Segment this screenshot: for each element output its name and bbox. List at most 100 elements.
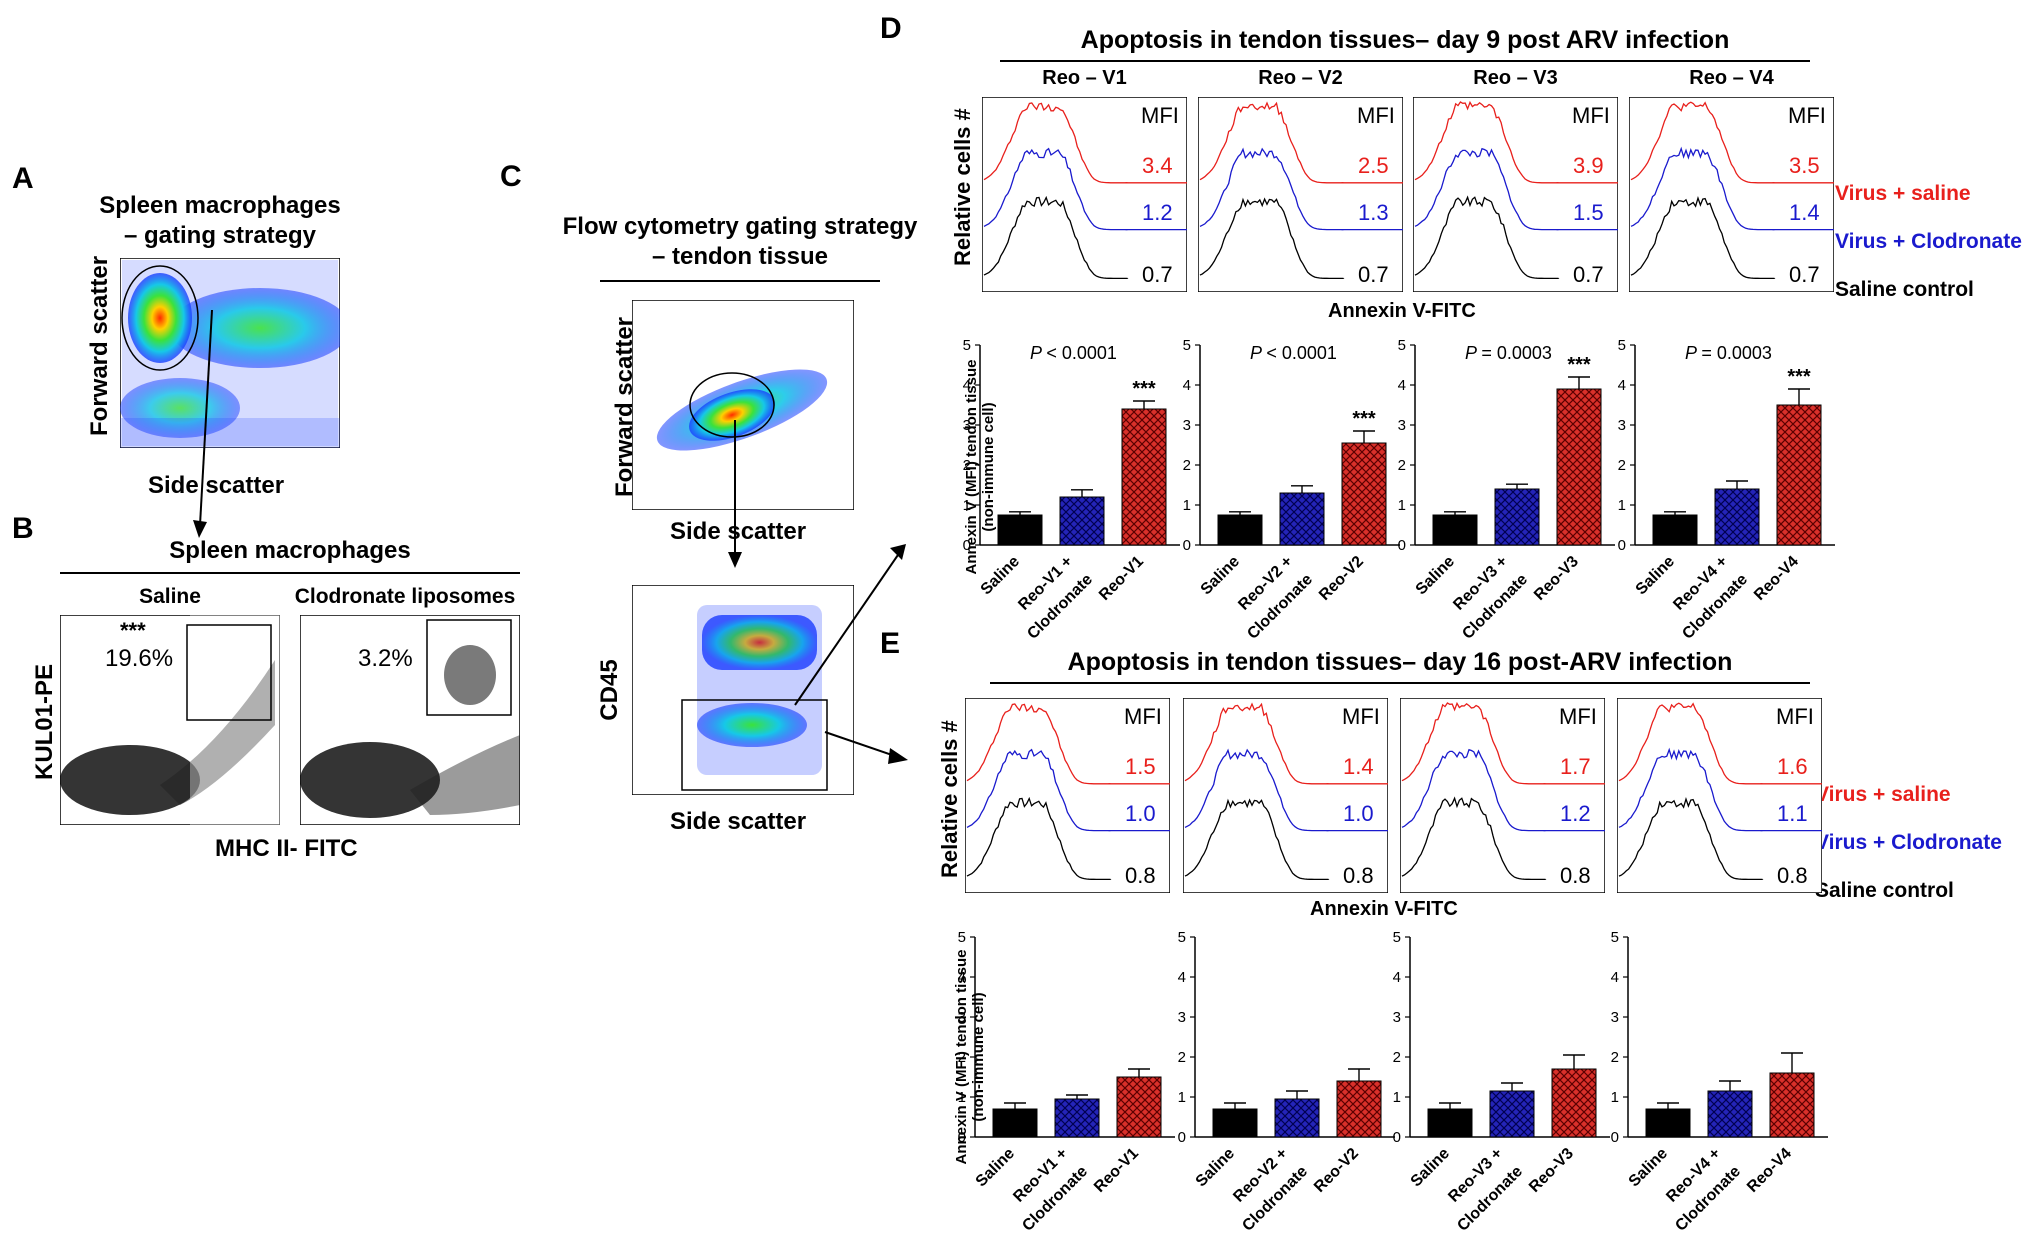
panel-d-hist-1-blue-curve (983, 147, 1128, 231)
panel-c-top-ylabel: Forward scatter (611, 316, 638, 498)
panel-e-bar-4-category-label: Reo-V4 (1744, 1145, 1796, 1197)
panel-e-legend-virus-clodronate: Virus + Clodronate (1815, 831, 2002, 854)
panel-e-hist-3-black-value: 0.8 (1560, 863, 1591, 888)
panel-e-bar-2-ytick-label: 1 (1178, 1089, 1186, 1106)
panel-e-bar-1-ytick-label: 2 (958, 1049, 966, 1066)
panel-e-bar-2-ytick-label: 4 (1178, 969, 1186, 986)
panel-d-bar-1-ytick-label: 0 (963, 537, 971, 550)
panel-e-hist-3-mfi-label: MFI (1559, 704, 1597, 729)
panel-d-hist-3-red-value: 3.9 (1573, 152, 1604, 178)
panel-e-hist-1-red-value: 1.5 (1125, 753, 1156, 779)
panel-d-legend-virus-clodronate: Virus + Clodronate (1835, 230, 2022, 253)
panel-d-bar-4-bar-1 (1652, 514, 1698, 546)
panel-e-bar-1-bar-2 (1054, 1098, 1100, 1138)
panel-e-hist-3-red-value: 1.7 (1560, 753, 1591, 779)
panel-d-bar-2-ytick-label: 2 (1183, 457, 1191, 474)
panel-d-hist-1-plot (982, 97, 1187, 292)
panel-d-bar-1-bar-2 (1059, 496, 1105, 546)
panel-d-bar-4-ytick-label: 2 (1618, 457, 1626, 474)
panel-d-hist-2-mfi-label: MFI (1357, 103, 1395, 128)
panel-d-bar-3-ytick-label: 5 (1398, 340, 1406, 354)
panel-e-bar-4-bar-2 (1707, 1090, 1753, 1138)
panel-d-bar-3-bar-2 (1494, 488, 1540, 546)
panel-c-bottom-ylabel: CD45 (596, 659, 623, 721)
panel-e-hist-xlabel: Annexin V-FITC (1310, 898, 1458, 920)
panel-d-hist-3-mfi-label: MFI (1572, 103, 1610, 128)
panel-e-hist-2-mfi-label: MFI (1342, 704, 1380, 729)
panel-d-hist-ylabel: Relative cells # (950, 108, 975, 266)
panel-e-hist-4-blue-curve (1618, 747, 1763, 832)
panel-d-bar-4-chart: 0 1 2 3 4 5 *** P = 0.0003 (1618, 340, 1835, 550)
panel-e-hist-2-black-curve (1184, 798, 1330, 881)
panel-d-hist-2-blue-curve (1199, 147, 1344, 231)
panel-d-bar-1-chart: 0 1 2 3 4 5 *** P < 0.0001 (963, 340, 1180, 550)
panel-e-hist-ylabel: Relative cells # (937, 720, 962, 878)
panel-d-hist-3-blue-curve (1414, 147, 1559, 231)
panel-e-bar-3-bar-2 (1489, 1090, 1535, 1138)
panel-d-hist-2-black-value: 0.7 (1358, 262, 1389, 287)
panel-d-bar-4-ytick-label: 0 (1618, 537, 1626, 550)
panel-d-bar-3-stars: *** (1567, 354, 1591, 376)
panel-e-bar-2-category-label: Reo-V2 (1311, 1145, 1363, 1197)
panel-d-title-rule (1000, 60, 1810, 62)
panel-d-bar-1-ytick-label: 1 (963, 497, 971, 514)
panel-d-bar-2-ytick-label: 4 (1183, 377, 1191, 394)
panel-d-title: Apoptosis in tendon tissues– day 9 post … (1080, 26, 1730, 54)
panel-e-bar-3-category-label: Saline (1407, 1145, 1454, 1191)
panel-e-legend-saline-control: Saline control (1815, 879, 1954, 902)
panel-e-hist-1-blue-value: 1.0 (1125, 800, 1156, 826)
panel-d-bar-1-bar-1 (997, 514, 1043, 546)
panel-a-ylabel: Forward scatter (86, 255, 113, 436)
panel-d-bar-1-p-value: P < 0.0001 (1030, 343, 1117, 363)
panel-b-stars: *** (120, 618, 146, 643)
panel-d-bar-3-p-value: P = 0.0003 (1465, 343, 1552, 363)
panel-b-clodronate-scatter (300, 615, 520, 825)
panel-d-bar-2-stars: *** (1352, 408, 1376, 430)
panel-d-hist-xlabel: Annexin V-FITC (1328, 300, 1476, 322)
panel-a-title-line2: – gating strategy (123, 222, 317, 249)
panel-a-xlabel: Side scatter (148, 472, 285, 499)
panel-e-hist-4-blue-value: 1.1 (1777, 800, 1808, 826)
panel-e-bar-1-ytick-label: 3 (958, 1009, 966, 1026)
panel-e-bar-2-bar-2 (1274, 1098, 1320, 1138)
panel-d-bar-4-category-label: Saline (1632, 553, 1679, 599)
panel-c-bottom-scatter (632, 585, 854, 795)
panel-d-hist-1-black-curve (983, 195, 1129, 280)
panel-d-bar-3-ytick-label: 0 (1398, 537, 1406, 550)
panel-e-bar-2-bar-1 (1212, 1108, 1258, 1138)
panel-e-hist-1-blue-curve (966, 748, 1111, 832)
panel-e-bar-3-ytick-label: 3 (1393, 1009, 1401, 1026)
panel-label-a: A (12, 162, 34, 195)
panel-b-saline-scatter (60, 615, 280, 825)
panel-e-hist-4-black-value: 0.8 (1777, 863, 1808, 888)
panel-d-hist-2-plot (1198, 97, 1403, 292)
panel-d-bar-1-bar-3 (1121, 408, 1167, 546)
panel-a-title-line1: Spleen macrophages (99, 192, 341, 219)
panel-d-bar-3-category-label: Reo-V3 (1531, 553, 1583, 605)
panel-d-hist-1-blue-value: 1.2 (1142, 199, 1173, 225)
panel-d-hist-4-title: Reo – V4 (1689, 67, 1774, 89)
panel-e-bar-4-bar-3 (1769, 1072, 1815, 1138)
panel-b-clodronate-percent: 3.2% (358, 645, 413, 672)
panel-d-hist-4-red-curve (1630, 101, 1775, 184)
panel-e-bar-1-ytick-label: 4 (958, 969, 966, 986)
panel-e-bar-1-bar-3 (1116, 1076, 1162, 1138)
panel-c-top-scatter (632, 300, 854, 510)
panel-e-hist-3-black-curve (1401, 796, 1547, 881)
panel-d-bar-2-chart: 0 1 2 3 4 5 *** P < 0.0001 (1183, 340, 1400, 550)
panel-e-hist-2-blue-value: 1.0 (1343, 800, 1374, 826)
panel-e-bar-3-bar-1 (1427, 1108, 1473, 1138)
panel-e-bar-3-ytick-label: 1 (1393, 1089, 1401, 1106)
panel-c-gate-arrow (728, 420, 742, 568)
panel-d-bar-2-ytick-label: 3 (1183, 417, 1191, 434)
panel-label-e: E (880, 627, 901, 660)
panel-d-bar-1-stars: *** (1132, 378, 1156, 400)
panel-d-hist-2-title: Reo – V2 (1258, 67, 1343, 89)
panel-e-bar-4-ytick-label: 2 (1611, 1049, 1619, 1066)
panel-e-hist-2-black-value: 0.8 (1343, 863, 1374, 888)
panel-c-title-line2: – tendon tissue (651, 243, 829, 270)
panel-b-xlabel: MHC II- FITC (215, 835, 358, 862)
panel-d-bar-4-category-label: Reo-V4 (1751, 553, 1803, 605)
panel-d-hist-3-black-curve (1414, 195, 1560, 280)
panel-e-bar-3-ytick-label: 4 (1393, 969, 1401, 986)
